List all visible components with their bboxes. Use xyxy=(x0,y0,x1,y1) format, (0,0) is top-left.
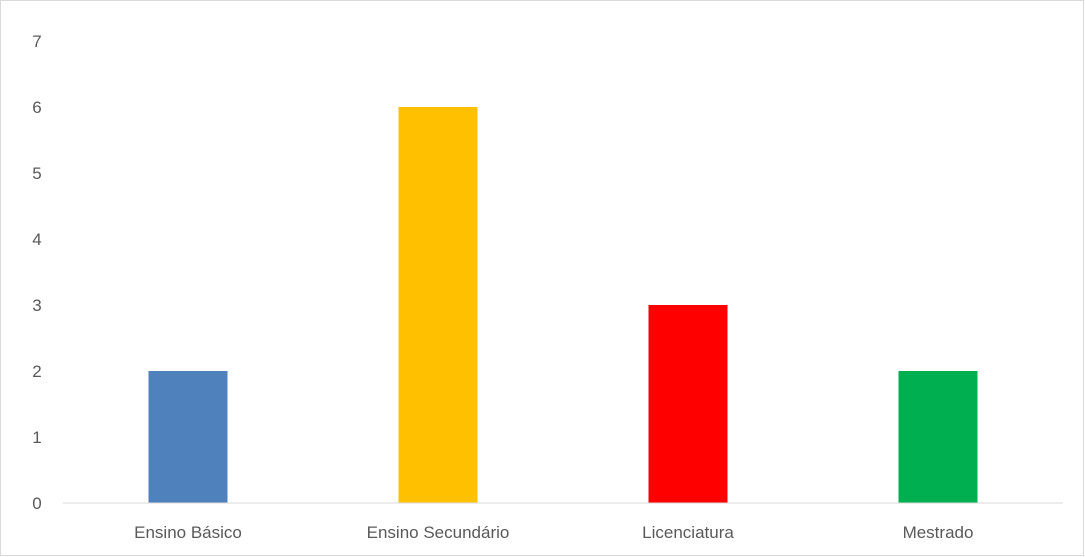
x-tick-label: Ensino Secundário xyxy=(367,523,510,542)
bars xyxy=(148,107,978,503)
x-axis-ticks: Ensino Básico Ensino Secundário Licenciatu… xyxy=(134,523,973,542)
y-tick-label: 2 xyxy=(32,362,41,381)
bar-1 xyxy=(398,107,478,503)
y-tick-label: 7 xyxy=(32,32,41,51)
bar-3 xyxy=(898,371,978,503)
y-tick-label: 4 xyxy=(32,230,41,249)
bar-2 xyxy=(648,305,728,503)
x-tick-label: Mestrado xyxy=(903,523,974,542)
y-tick-label: 3 xyxy=(32,296,41,315)
y-tick-label: 6 xyxy=(32,98,41,117)
y-tick-label: 1 xyxy=(32,428,41,447)
bar-0 xyxy=(148,371,228,503)
y-tick-label: 0 xyxy=(32,494,41,513)
x-tick-label: Licenciatura xyxy=(642,523,734,542)
y-axis-ticks: 0 1 2 3 4 5 6 7 xyxy=(32,32,41,513)
x-tick-label: Ensino Básico xyxy=(134,523,242,542)
y-tick-label: 5 xyxy=(32,164,41,183)
